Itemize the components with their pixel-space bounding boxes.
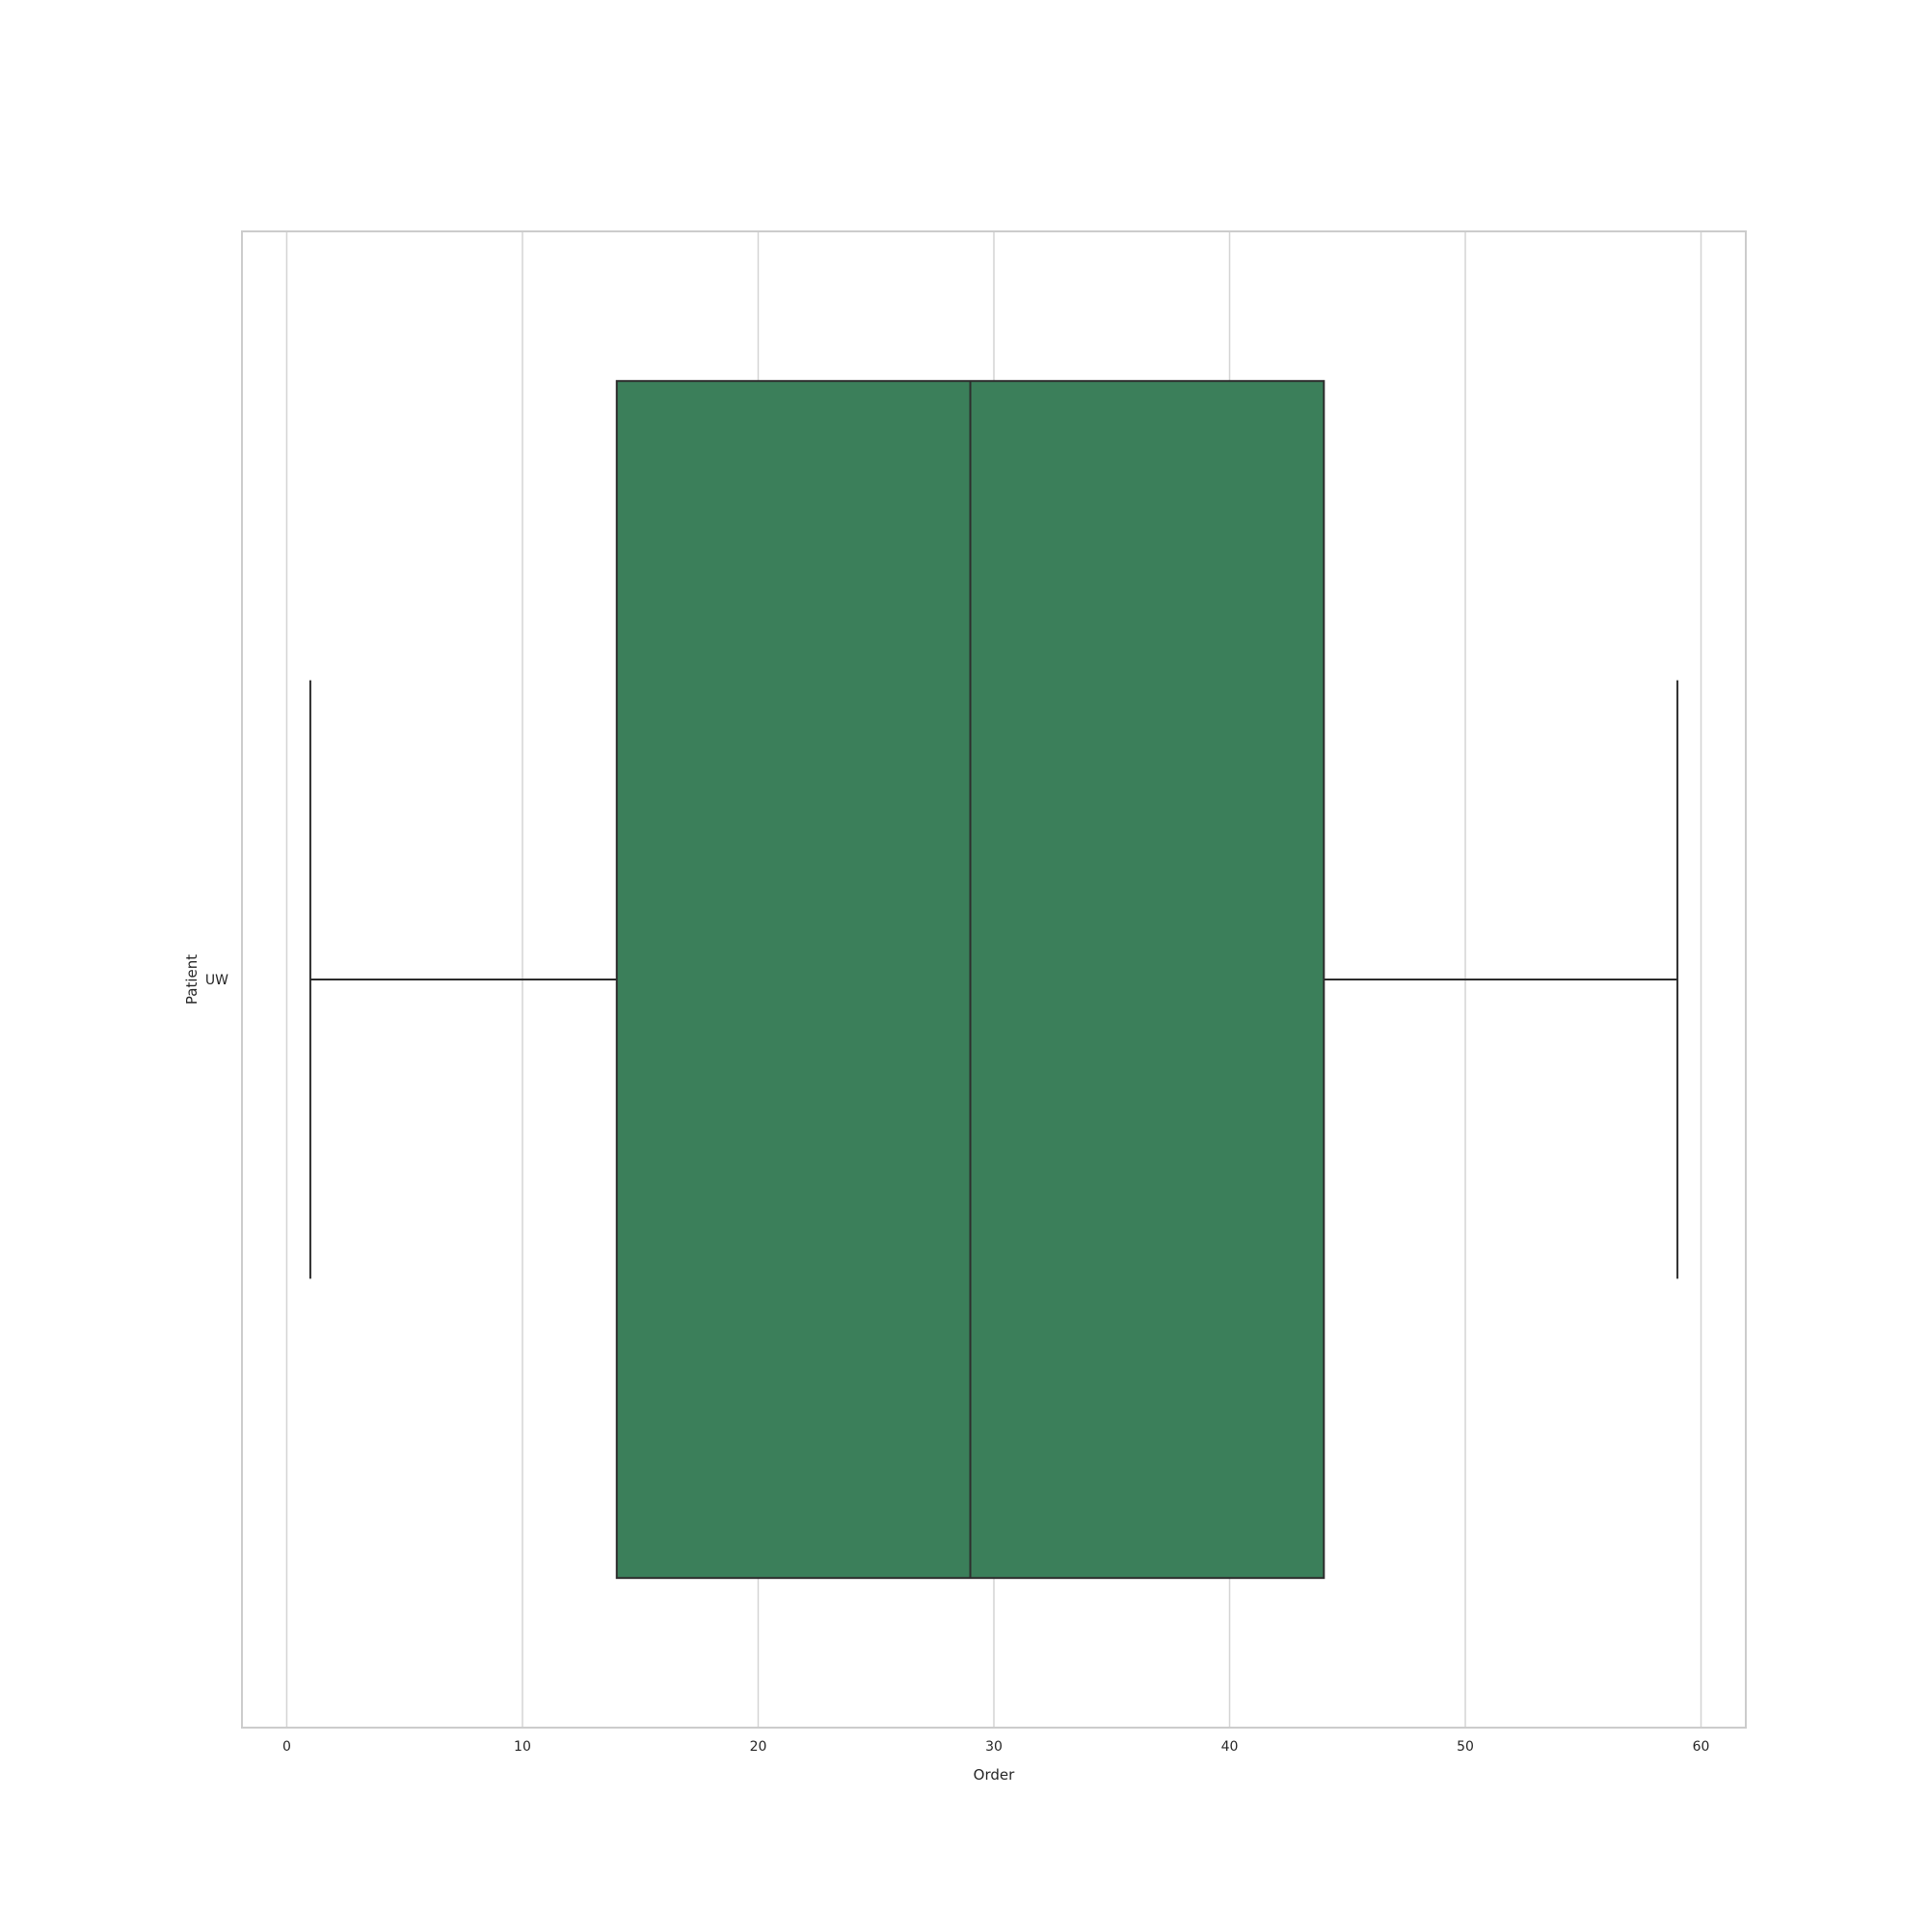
x-tick-label: 40	[1221, 1739, 1239, 1755]
y-axis-label: Patient	[183, 954, 201, 1005]
x-axis-label: Order	[974, 1766, 1015, 1784]
x-tick-label: 50	[1457, 1739, 1474, 1755]
plot-frame	[241, 230, 1747, 1729]
data-layer	[308, 380, 1679, 1579]
x-tick-label: 30	[985, 1739, 1003, 1755]
x-tick-label: 0	[282, 1739, 291, 1755]
x-tick-label: 20	[750, 1739, 767, 1755]
x-tick-label: 10	[514, 1739, 531, 1755]
x-tick-labels: 0 10 20 30 40 50 60	[282, 1739, 1709, 1755]
y-tick-labels: UW	[205, 973, 228, 988]
x-tick-label: 60	[1693, 1739, 1710, 1755]
y-tick-label: UW	[205, 973, 228, 988]
